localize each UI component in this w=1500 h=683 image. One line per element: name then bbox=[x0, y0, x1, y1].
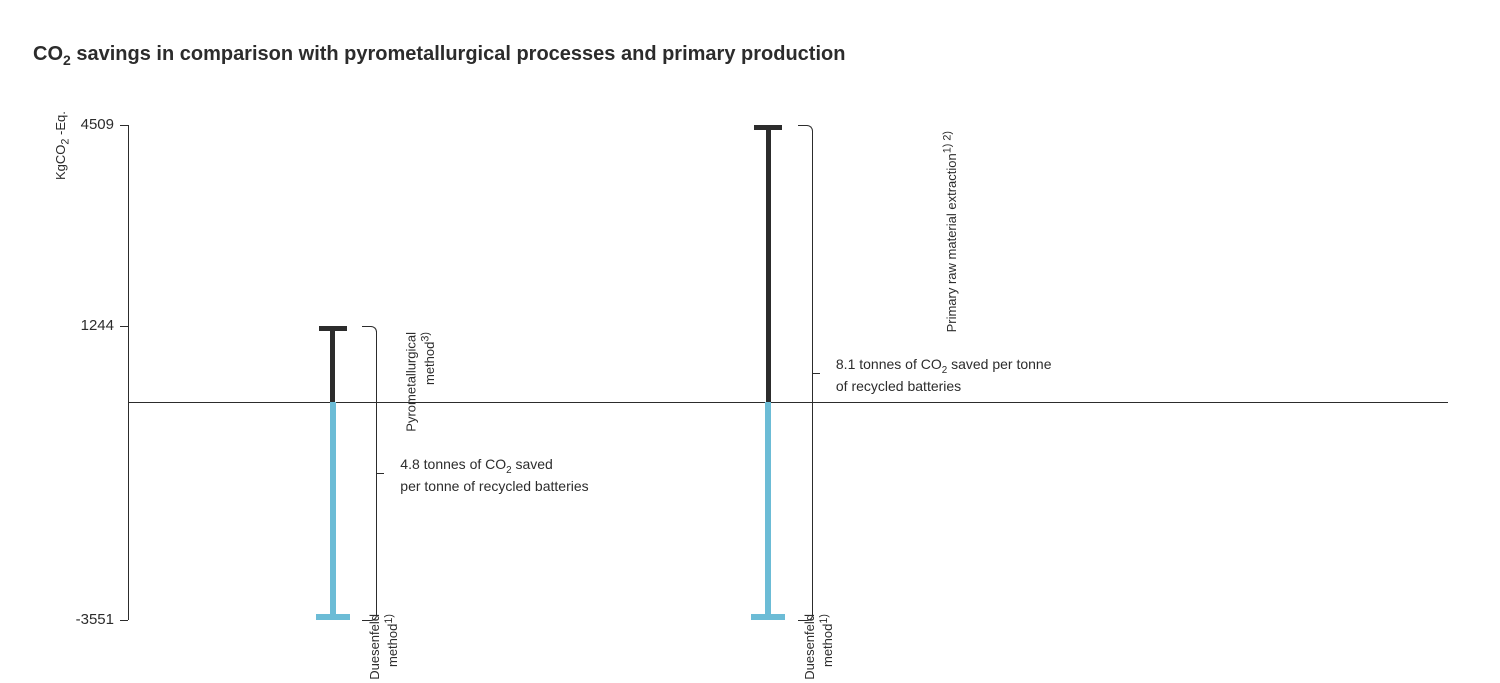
chart-area: 45091244-3551 Pyrometallurgicalmethod3)D… bbox=[128, 125, 1448, 620]
bracket-segment bbox=[798, 373, 813, 622]
bar-stem bbox=[330, 402, 336, 620]
bar-label: Pyrometallurgicalmethod3) bbox=[404, 332, 437, 432]
y-tick-label: 1244 bbox=[58, 317, 114, 334]
annotation-text: 4.8 tonnes of CO2 savedper tonne of recy… bbox=[400, 455, 588, 496]
y-tick bbox=[120, 326, 128, 327]
y-tick-label: -3551 bbox=[58, 611, 114, 628]
bar-stem bbox=[330, 326, 335, 402]
chart-title: CO2 savings in comparison with pyrometal… bbox=[33, 43, 845, 68]
bar-stem bbox=[765, 402, 771, 620]
y-tick bbox=[120, 125, 128, 126]
bracket-nub bbox=[812, 373, 820, 375]
bracket-nub bbox=[376, 473, 384, 475]
y-axis-line bbox=[128, 125, 129, 620]
y-tick-label: 4509 bbox=[58, 116, 114, 133]
zero-line bbox=[128, 402, 1448, 403]
bracket-segment bbox=[362, 473, 377, 621]
bar-cap bbox=[751, 614, 785, 620]
bar-cap bbox=[754, 125, 782, 130]
bar-label: Primary raw material extraction1) 2) bbox=[942, 131, 960, 332]
bracket-segment bbox=[798, 125, 813, 374]
bar-label: Duesenfeldmethod1) bbox=[803, 614, 836, 680]
bar-label: Duesenfeldmethod1) bbox=[367, 614, 400, 680]
annotation-text: 8.1 tonnes of CO2 saved per tonneof recy… bbox=[836, 355, 1052, 396]
bar-stem bbox=[766, 125, 771, 402]
bar-cap bbox=[316, 614, 350, 620]
bar-cap bbox=[319, 326, 347, 331]
y-tick bbox=[120, 620, 128, 621]
bracket-segment bbox=[362, 326, 377, 474]
